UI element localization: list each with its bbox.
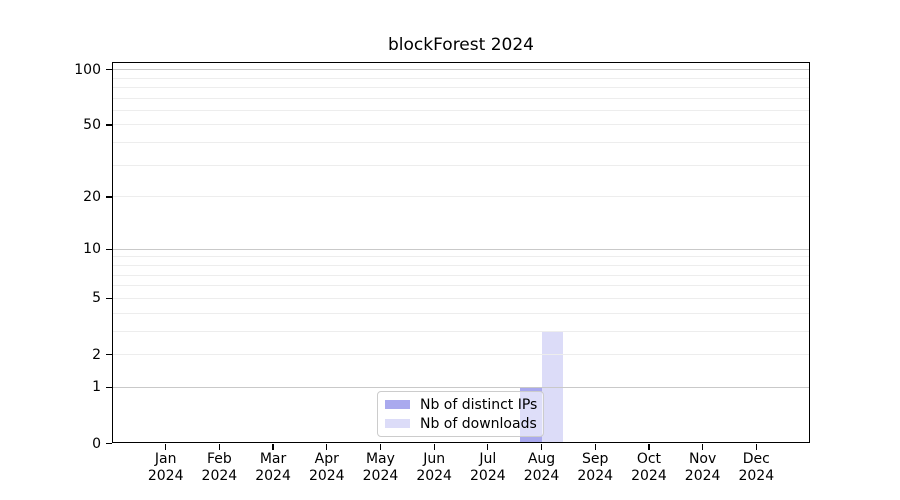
y-axis-tick <box>105 196 112 198</box>
gridline-major <box>112 386 810 388</box>
y-axis-tick <box>105 248 112 250</box>
y-axis-tick <box>105 442 112 445</box>
gridline-minor <box>112 330 810 332</box>
y-axis-tick <box>105 297 112 299</box>
y-axis-tick-label: 100 <box>74 61 101 78</box>
gridline-minor <box>112 142 810 144</box>
gridline-major <box>112 69 810 71</box>
x-axis-tick-label: Sep 2024 <box>577 450 614 485</box>
gridline-minor <box>112 274 810 276</box>
chart-title: blockForest 2024 <box>388 35 534 55</box>
gridline-major <box>112 248 810 250</box>
x-axis-tick-label: May 2024 <box>362 450 399 485</box>
x-axis-tick <box>648 443 650 450</box>
y-axis-tick-label: 1 <box>92 379 101 396</box>
gridline-minor <box>112 285 810 287</box>
x-axis-tick-label: Aug 2024 <box>523 450 560 485</box>
x-axis-tick <box>218 443 221 450</box>
gridline-minor <box>112 124 810 126</box>
x-axis-tick-label: Oct 2024 <box>631 450 667 485</box>
legend-swatch-distinct-ips-icon <box>385 399 410 410</box>
gridline-minor <box>112 265 810 266</box>
gridline-minor <box>112 109 810 111</box>
y-axis-tick-label: 10 <box>83 241 101 258</box>
x-axis-tick <box>379 443 382 450</box>
x-axis-tick-label: Nov 2024 <box>684 450 721 485</box>
gridline-minor <box>112 77 810 79</box>
x-axis-tick <box>272 443 274 450</box>
gridline-minor <box>112 97 810 99</box>
gridline-minor <box>112 87 810 89</box>
x-axis-tick <box>594 443 596 450</box>
x-axis-tick-label: Jul 2024 <box>470 450 506 485</box>
x-axis-tick-label: Mar 2024 <box>255 450 291 485</box>
x-axis-tick <box>326 443 328 450</box>
gridline-minor <box>112 256 810 258</box>
legend-label-distinct-ips: Nb of distinct IPs <box>420 396 538 413</box>
x-axis-tick-label: Feb 2024 <box>201 450 238 485</box>
legend-item-downloads: Nb of downloads <box>385 415 537 432</box>
x-axis-tick <box>755 443 757 450</box>
axes-frame <box>112 62 810 443</box>
y-axis-tick-label: 20 <box>83 188 101 205</box>
x-axis-tick <box>165 443 167 450</box>
legend-label-downloads: Nb of downloads <box>420 415 537 432</box>
y-axis-tick-label: 2 <box>92 346 101 363</box>
y-axis-tick-label: 50 <box>83 116 101 133</box>
gridline-minor <box>112 312 810 314</box>
y-axis-tick <box>105 68 112 71</box>
y-axis-tick-label: 5 <box>92 290 101 307</box>
gridline-minor <box>112 164 810 166</box>
legend-swatch-downloads-icon <box>385 418 410 429</box>
gridline-minor <box>112 297 810 299</box>
x-axis-tick <box>540 443 543 450</box>
x-axis-tick-label: Jun 2024 <box>416 450 452 485</box>
x-axis-tick-label: Dec 2024 <box>738 450 775 485</box>
x-axis-tick-label: Apr 2024 <box>308 450 345 485</box>
x-axis-tick <box>433 443 435 450</box>
x-axis-tick <box>701 443 704 450</box>
x-axis-tick <box>487 443 489 450</box>
legend: Nb of distinct IPs Nb of downloads <box>377 391 544 437</box>
y-axis-tick <box>105 386 112 388</box>
legend-item-distinct-ips: Nb of distinct IPs <box>385 396 538 413</box>
y-axis-tick <box>105 353 112 356</box>
y-axis-tick <box>105 124 112 126</box>
gridline-minor <box>112 354 810 355</box>
x-axis-tick-label: Jan 2024 <box>147 450 184 485</box>
y-axis-tick-label: 0 <box>92 435 101 452</box>
gridline-minor <box>112 196 810 198</box>
